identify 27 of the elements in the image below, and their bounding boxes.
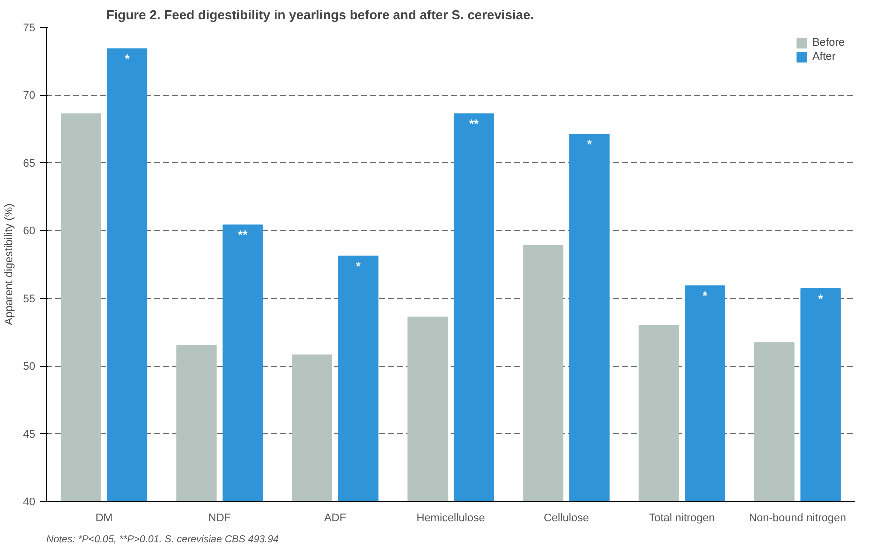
y-tick-label: 70 [23,90,36,102]
x-tick-label: Non-bound nitrogen [749,512,846,524]
x-tick-label: Hemicellulose [416,512,486,524]
annotation: * [702,289,708,304]
y-tick-label: 60 [23,226,36,238]
y-axis-title: Apparent digestibility (%) [3,204,16,326]
y-tick-label: 65 [23,158,36,170]
legend-label: Before [812,37,845,49]
annotation: ** [469,117,480,132]
chart-title: Figure 2. Feed digestibility in yearlings before and after S. cerevisiae. [106,8,534,22]
annotation: * [818,292,824,306]
y-tick-label: 75 [23,22,36,34]
x-tick-label: Total nitrogen [649,512,716,524]
annotation: * [125,52,130,66]
x-tick-label: NDF [208,512,232,524]
annotation: * [356,259,362,274]
y-tick-label: 40 [23,496,36,508]
x-tick-label: DM [96,512,113,524]
y-tick-label: 50 [23,361,36,374]
x-tick-label: ADF [324,512,347,524]
y-tick-label: 55 [23,293,36,306]
legend-label: After [812,51,836,63]
annotation: ** [238,228,248,242]
text: Notes: *P<0.05, **P>0.01. S. cerevisiae CBS 493.94 [46,534,280,546]
y-tick-label: 45 [23,428,36,441]
annotation: * [587,137,592,152]
x-tick-label: Cellulose [544,512,590,524]
